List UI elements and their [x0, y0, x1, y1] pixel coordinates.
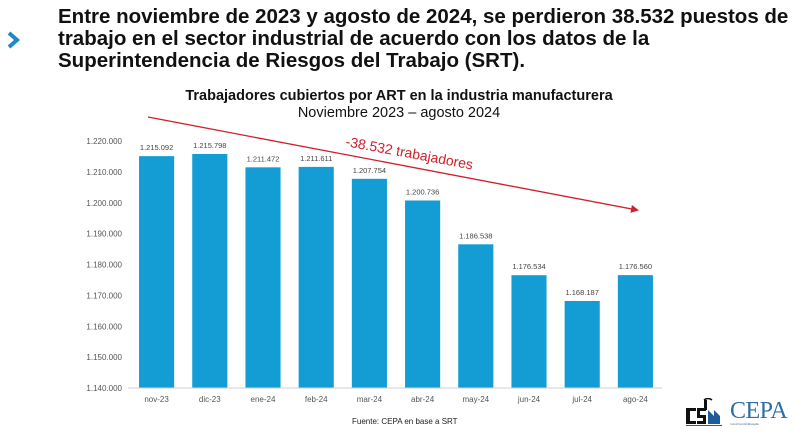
bar-ago-24	[617, 275, 653, 388]
bar-mar-24	[351, 178, 387, 388]
value-label: 1.211.611	[300, 154, 332, 163]
value-label: 1.176.560	[619, 262, 652, 271]
x-tick-label: dic-23	[199, 395, 221, 404]
x-axis: nov-23 dic-23 ene-24 feb-24 mar-24 abr-24 may-…	[128, 387, 662, 404]
trend-arrow	[147, 116, 639, 213]
chart-subtitle: Noviembre 2023 – agosto 2024	[297, 105, 501, 121]
y-axis: 1.140.000 1.150.000 1.160.000 1.170.000 1.18…	[86, 137, 122, 393]
value-labels: 1.215.092 1.215.798 1.211.472 1.211.611 1.20…	[140, 141, 652, 297]
x-tick-label: ene-24	[251, 395, 276, 404]
value-label: 1.176.534	[512, 262, 545, 271]
bar-jun-24	[511, 275, 547, 388]
y-tick-label: 1.150.000	[86, 353, 122, 362]
bar-feb-24	[298, 166, 334, 388]
x-tick-label: nov-23	[144, 395, 169, 404]
y-tick-label: 1.210.000	[86, 168, 122, 177]
value-label: 1.186.538	[459, 231, 492, 240]
x-tick-label: mar-24	[357, 395, 383, 404]
value-label: 1.215.798	[193, 141, 226, 150]
bar-nov-23	[139, 156, 175, 388]
value-label: 1.168.187	[566, 288, 599, 297]
chart-title: Trabajadores cubiertos por ART en la ind…	[185, 88, 613, 104]
cepa-logo-tagline: Centro de Economía Política Argentina	[730, 422, 759, 426]
y-tick-label: 1.170.000	[86, 291, 122, 300]
y-tick-label: 1.220.000	[86, 137, 122, 146]
x-tick-label: jun-24	[517, 395, 541, 404]
headline-text: Entre noviembre de 2023 y agosto de 2024…	[58, 5, 789, 72]
x-tick-label: ago-24	[623, 395, 648, 404]
value-label: 1.207.754	[353, 166, 386, 175]
chevron-right-icon	[7, 31, 21, 49]
bar-ene-24	[245, 167, 281, 388]
bar-abr-24	[405, 200, 441, 388]
bar-dic-23	[192, 153, 228, 388]
bar-jul-24	[564, 300, 600, 388]
y-tick-label: 1.140.000	[86, 384, 122, 393]
x-tick-label: jul-24	[571, 395, 592, 404]
bars	[139, 153, 653, 388]
x-tick-label: may-24	[462, 395, 489, 404]
y-tick-label: 1.180.000	[86, 261, 122, 270]
bar-may-24	[458, 244, 494, 388]
x-tick-label: feb-24	[305, 395, 328, 404]
value-label: 1.211.472	[247, 154, 280, 163]
x-tick-label: abr-24	[411, 395, 435, 404]
cepa-logo: CEPA Centro de Economía Política Argenti…	[730, 398, 788, 426]
cs-logo	[686, 398, 722, 426]
source-note: Fuente: CEPA en base a SRT	[352, 417, 458, 426]
y-tick-label: 1.200.000	[86, 199, 122, 208]
cepa-logo-text: CEPA	[730, 398, 788, 424]
value-label: 1.200.736	[406, 187, 439, 196]
y-tick-label: 1.160.000	[86, 322, 122, 331]
value-label: 1.215.092	[140, 143, 173, 152]
y-tick-label: 1.190.000	[86, 230, 122, 239]
